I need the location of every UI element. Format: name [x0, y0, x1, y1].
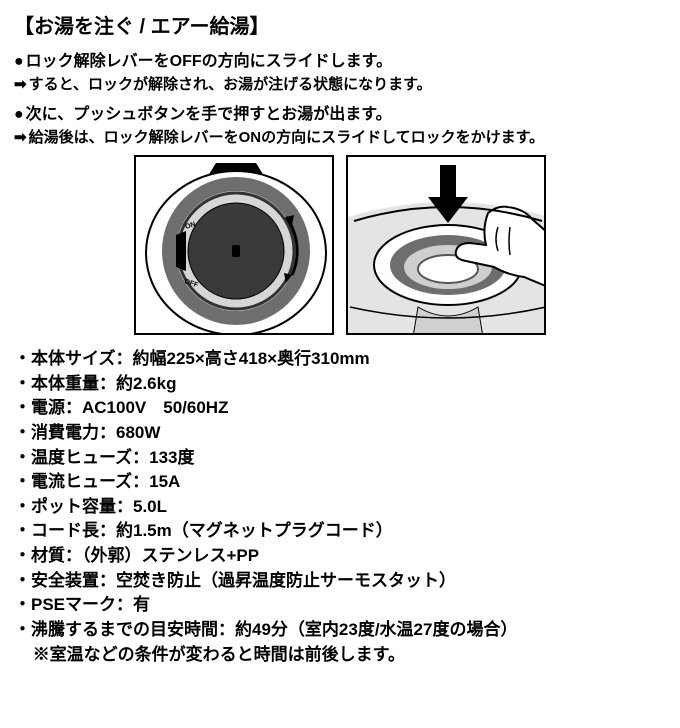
spec-item: 安全装置：空焚き防止（過昇温度防止サーモスタット）	[14, 569, 666, 594]
spec-item: 電流ヒューズ：15A	[14, 470, 666, 495]
spec-item: ポット容量：5.0L	[14, 495, 666, 520]
spec-item: 消費電力：680W	[14, 421, 666, 446]
spec-item: PSEマーク：有	[14, 593, 666, 618]
spec-note: ※室温などの条件が変わると時間は前後します。	[33, 643, 666, 668]
step-1-detail: すると、ロックが解除され、お湯が注げる状態になります。	[14, 73, 666, 94]
section-title: 【お湯を注ぐ / エアー給湯】	[14, 10, 666, 39]
spec-list: 本体サイズ：約幅225×高さ418×奥行310mm 本体重量：約2.6kg 電源…	[14, 347, 666, 667]
step-2-detail: 給湯後は、ロック解除レバーをONの方向にスライドしてロックをかけます。	[14, 126, 666, 147]
spec-item: 電源：AC100V 50/60HZ	[14, 396, 666, 421]
figure-1-svg: ON OFF	[136, 157, 334, 335]
step-2: 次に、プッシュボタンを手で押すとお湯が出ます。 給湯後は、ロック解除レバーをON…	[14, 100, 666, 147]
step-1-heading: ロック解除レバーをOFFの方向にスライドします。	[14, 47, 666, 71]
figure-1-lock-lever: ON OFF	[134, 155, 334, 335]
step-1: ロック解除レバーをOFFの方向にスライドします。 すると、ロックが解除され、お湯…	[14, 47, 666, 94]
figure-2-push-button	[346, 155, 546, 335]
spec-item: 材質：（外郭）ステンレス+PP	[14, 544, 666, 569]
spec-item: 本体サイズ：約幅225×高さ418×奥行310mm	[14, 347, 666, 372]
spec-item: コード長：約1.5m（マグネットプラグコード）	[14, 519, 666, 544]
figure-row: ON OFF	[14, 155, 666, 335]
figure-2-svg	[348, 157, 546, 335]
spec-item: 温度ヒューズ：133度	[14, 446, 666, 471]
spec-item: 本体重量：約2.6kg	[14, 372, 666, 397]
spec-item: 沸騰するまでの目安時間：約49分（室内23度/水温27度の場合）	[14, 618, 666, 643]
step-2-heading: 次に、プッシュボタンを手で押すとお湯が出ます。	[14, 100, 666, 124]
